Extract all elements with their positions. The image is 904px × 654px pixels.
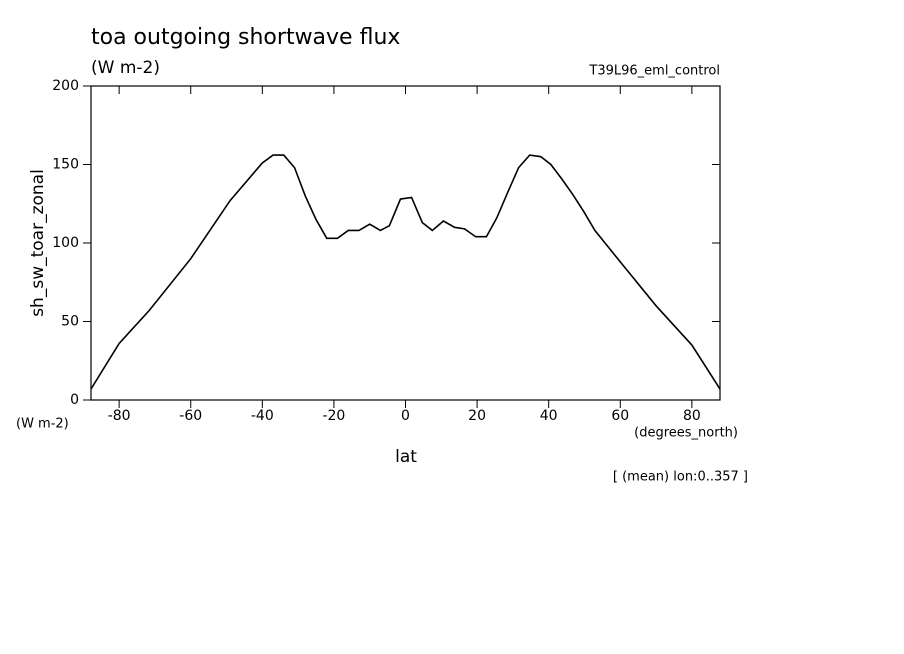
- chart-subtitle: (W m-2): [91, 58, 160, 78]
- x-tick-label: 60: [611, 408, 629, 424]
- x-tick-label: -20: [322, 408, 345, 424]
- y-tick-label: 100: [52, 235, 79, 251]
- x-tick-label: 40: [540, 408, 558, 424]
- x-units: (degrees_north): [634, 426, 738, 441]
- dataset-label: T39L96_eml_control: [588, 64, 720, 79]
- y-tick-label: 150: [52, 157, 79, 173]
- x-axis-label: lat: [395, 447, 417, 467]
- x-tick-label: 0: [401, 408, 410, 424]
- x-tick-label: -80: [108, 408, 131, 424]
- y-axis-label: sh_sw_toar_zonal: [28, 169, 48, 317]
- note: [ (mean) lon:0..357 ]: [613, 470, 748, 485]
- data-line: [90, 154, 721, 390]
- chart-title: toa outgoing shortwave flux: [91, 25, 400, 50]
- y-units: (W m-2): [16, 417, 69, 432]
- y-tick-label: 0: [70, 392, 79, 408]
- x-tick-label: -40: [251, 408, 274, 424]
- x-tick-label: -60: [179, 408, 202, 424]
- x-tick-label: 20: [468, 408, 486, 424]
- plot-frame: [90, 85, 721, 401]
- y-tick-label: 50: [61, 314, 79, 330]
- y-tick-label: 200: [52, 78, 79, 94]
- x-tick-label: 80: [683, 408, 701, 424]
